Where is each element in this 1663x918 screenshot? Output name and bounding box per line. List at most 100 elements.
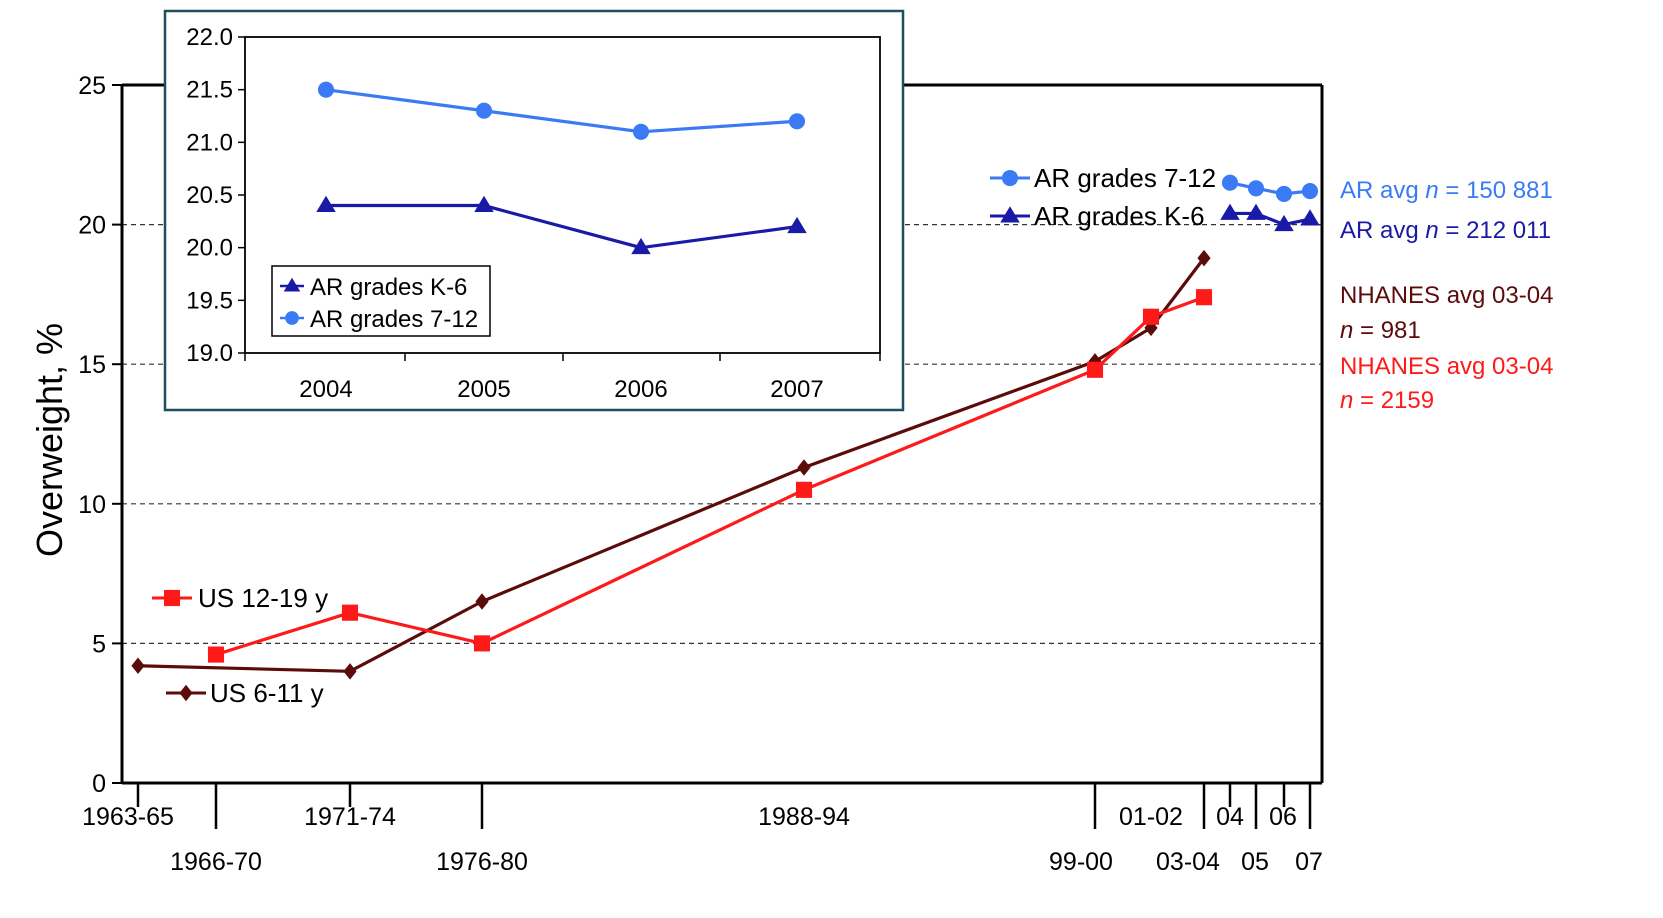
legend-label-ar-grades-7-12: AR grades 7-12 — [1034, 163, 1216, 193]
inset-y-tick-label-21-5: 21.5 — [186, 77, 233, 104]
y-tick-label-10: 10 — [78, 491, 106, 519]
annotation-2: AR avg n = 212 011 — [1340, 217, 1551, 244]
point-ar-grades-k-6-05 — [1246, 203, 1266, 220]
main-legend: AR grades 7-12 AR grades K-6 US 12-19 y US … — [152, 163, 1216, 708]
annotation-3: NHANES avg 03-04 — [1340, 282, 1553, 309]
point-us-6-11-y-1988-94 — [797, 459, 811, 476]
inset-legend-marker-ar-grades-7-12 — [285, 311, 299, 325]
point-ar-grades-k-6-06 — [1274, 214, 1294, 232]
point-us-12-19-y-03-04 — [1195, 289, 1213, 306]
inset-series-ar-grades-k-6 — [316, 195, 807, 255]
inset-point-ar-grades-k-6-2006 — [631, 237, 651, 255]
inset-line-ar-grades-7-12 — [325, 88, 798, 134]
y-tick-label-20: 20 — [78, 212, 106, 240]
point-ar-grades-7-12-04 — [1221, 174, 1239, 191]
x-tick-label-04: 04 — [1216, 803, 1244, 831]
main-x-tick-labels: 1963-65 1966-70 1971-74 1976-80 1988-94 99-00… — [82, 803, 1323, 876]
x-tick-label-07: 07 — [1295, 848, 1323, 876]
annotation-6: n = 2159 — [1340, 387, 1434, 414]
y-tick-label-5: 5 — [92, 630, 106, 658]
inset-y-tick-label-19-5: 19.5 — [186, 287, 233, 314]
point-us-12-19-y-99-00 — [1086, 361, 1104, 378]
line-ar-grades-7-12 — [1229, 181, 1311, 196]
inset-line-ar-grades-k-6 — [326, 203, 798, 250]
point-us-6-11-y-1963-65 — [131, 657, 145, 674]
inset-x-tick-label-2005: 2005 — [457, 376, 510, 403]
inset-legend-item-ar-grades-7-12: AR grades 7-12 — [280, 306, 478, 333]
x-tick-label-01-02: 01-02 — [1119, 803, 1183, 831]
annotations: AR avg n = 150 881 AR avg n = 212 011 NHAN… — [1340, 177, 1553, 414]
point-us-6-11-y-1971-74 — [343, 663, 357, 680]
legend-label-us-6-11-y: US 6-11 y — [210, 678, 324, 708]
x-tick-label-1988-94: 1988-94 — [758, 803, 850, 831]
legend-item-ar-grades-7-12: AR grades 7-12 — [990, 163, 1216, 193]
x-tick-label-06: 06 — [1269, 803, 1297, 831]
x-tick-label-03-04: 03-04 — [1156, 848, 1220, 876]
inset-point-ar-grades-7-12-2006 — [632, 123, 650, 140]
inset-y-tick-label-22-0: 22.0 — [186, 24, 233, 51]
point-ar-grades-7-12-05 — [1247, 180, 1265, 197]
legend-item-ar-grades-k-6: AR grades K-6 — [990, 201, 1205, 231]
inset-point-ar-grades-7-12-2004 — [317, 81, 335, 98]
x-tick-label-1971-74: 1971-74 — [304, 803, 396, 831]
legend-marker-us-6-11-y — [179, 684, 193, 702]
point-us-12-19-y-1976-80 — [473, 635, 491, 652]
y-axis-label: Overweight, % — [29, 323, 70, 557]
inset-point-ar-grades-7-12-2007 — [788, 113, 806, 130]
x-tick-label-1976-80: 1976-80 — [436, 848, 528, 876]
annotation-5: NHANES avg 03-04 — [1340, 353, 1553, 380]
series-us-12-19-y — [207, 289, 1213, 663]
series-ar-grades-7-12 — [1221, 174, 1319, 202]
inset-chart: 19.0 19.5 20.0 20.5 21.0 21.5 22.0 2004 2005 2006… — [163, 9, 905, 412]
legend-marker-us-12-19-y — [163, 589, 181, 607]
inset-frame — [163, 9, 905, 412]
point-us-6-11-y-99-00 — [1088, 353, 1102, 370]
inset-y-tick-label-19-0: 19.0 — [186, 340, 233, 367]
series-ar-grades-k-6 — [1220, 203, 1320, 232]
legend-item-us-6-11-y: US 6-11 y — [166, 678, 324, 708]
point-us-6-11-y-03-04 — [1197, 249, 1211, 267]
y-tick-label-25: 25 — [78, 72, 106, 100]
point-ar-grades-7-12-06 — [1275, 185, 1293, 202]
inset-legend-label-ar-grades-k-6: AR grades K-6 — [310, 274, 467, 301]
inset-x-tick-label-2007: 2007 — [770, 376, 823, 403]
inset-point-ar-grades-7-12-2005 — [475, 102, 493, 119]
annotation-1: AR avg n = 150 881 — [1340, 177, 1553, 204]
inset-legend-box — [271, 265, 491, 337]
main-series — [131, 174, 1320, 680]
inset-series-ar-grades-7-12 — [317, 81, 806, 140]
x-tick-label-05: 05 — [1241, 848, 1269, 876]
inset-legend-marker-ar-grades-k-6 — [283, 277, 301, 292]
inset-y-tick-label-20-5: 20.5 — [186, 182, 233, 209]
inset-x-tick-label-2004: 2004 — [299, 376, 352, 403]
point-us-6-11-y-1976-80 — [475, 593, 489, 610]
line-ar-grades-k-6 — [1230, 211, 1311, 227]
y-tick-label-0: 0 — [92, 770, 106, 798]
inset-point-ar-grades-k-6-2007 — [787, 216, 807, 234]
point-ar-grades-k-6-07 — [1300, 209, 1320, 226]
x-tick-label-99-00: 99-00 — [1049, 848, 1113, 876]
legend-item-us-12-19-y: US 12-19 y — [152, 583, 328, 613]
series-us-6-11-y — [131, 249, 1211, 680]
legend-label-us-12-19-y: US 12-19 y — [198, 583, 328, 613]
legend-marker-ar-grades-k-6 — [1000, 206, 1020, 223]
inset-legend-item-ar-grades-k-6: AR grades K-6 — [280, 274, 467, 301]
annotation-4: n = 981 — [1340, 317, 1421, 344]
legend-label-ar-grades-k-6: AR grades K-6 — [1034, 201, 1205, 231]
y-tick-label-15: 15 — [78, 351, 106, 379]
legend-marker-ar-grades-7-12 — [1001, 169, 1019, 187]
x-tick-label-1966-70: 1966-70 — [170, 848, 262, 876]
inset-legend-label-ar-grades-7-12: AR grades 7-12 — [310, 306, 478, 333]
x-tick-label-1963-65: 1963-65 — [82, 803, 174, 831]
inset-point-ar-grades-k-6-2005 — [474, 195, 494, 213]
point-ar-grades-7-12-07 — [1301, 183, 1319, 200]
point-us-12-19-y-1971-74 — [341, 604, 359, 621]
inset-y-tick-label-20-0: 20.0 — [186, 235, 233, 262]
inset-x-tick-label-2006: 2006 — [614, 376, 667, 403]
point-ar-grades-k-6-04 — [1220, 203, 1240, 220]
inset-y-tick-label-21-0: 21.0 — [186, 129, 233, 156]
point-us-6-11-y-01-02 — [1144, 319, 1158, 337]
point-us-12-19-y-1966-70 — [207, 646, 225, 663]
point-us-12-19-y-1988-94 — [795, 481, 813, 498]
